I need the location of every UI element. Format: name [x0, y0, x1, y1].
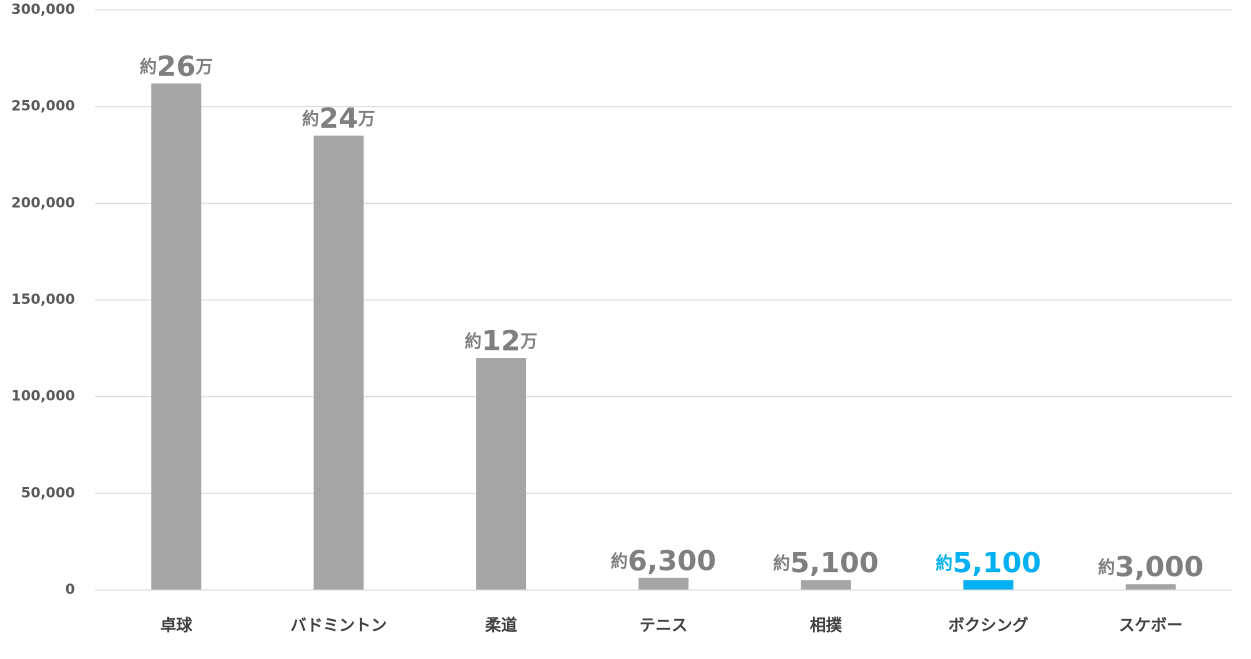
value-label: 約5,100 [936, 546, 1042, 579]
y-tick-label: 100,000 [11, 389, 75, 405]
value-label: 約24万 [302, 102, 375, 135]
x-tick-label: 柔道 [484, 616, 517, 635]
bar [313, 135, 364, 590]
x-tick-label: 相撲 [810, 616, 843, 635]
x-tick-label: バドミントン [290, 616, 386, 635]
y-tick-label: 50,000 [21, 485, 75, 501]
value-label: 約5,100 [773, 546, 879, 579]
x-tick-label: ボクシング [948, 616, 1028, 635]
bar [476, 358, 527, 590]
y-tick-label: 300,000 [11, 2, 75, 18]
x-tick-label: 卓球 [160, 616, 193, 635]
y-tick-label: 0 [65, 582, 75, 598]
x-tick-label: スケボー [1119, 616, 1183, 635]
bar [151, 83, 202, 590]
bar [638, 577, 689, 590]
value-label: 約3,000 [1098, 550, 1204, 583]
value-label: 約26万 [140, 49, 213, 82]
bar [800, 580, 851, 590]
y-tick-label: 250,000 [11, 99, 75, 115]
y-tick-label: 200,000 [11, 195, 75, 211]
x-tick-label: テニス [639, 616, 687, 635]
value-label: 約6,300 [611, 544, 717, 577]
value-label: 約12万 [465, 324, 538, 357]
bar [1125, 584, 1176, 590]
y-tick-label: 150,000 [11, 292, 75, 308]
bar [963, 580, 1014, 590]
